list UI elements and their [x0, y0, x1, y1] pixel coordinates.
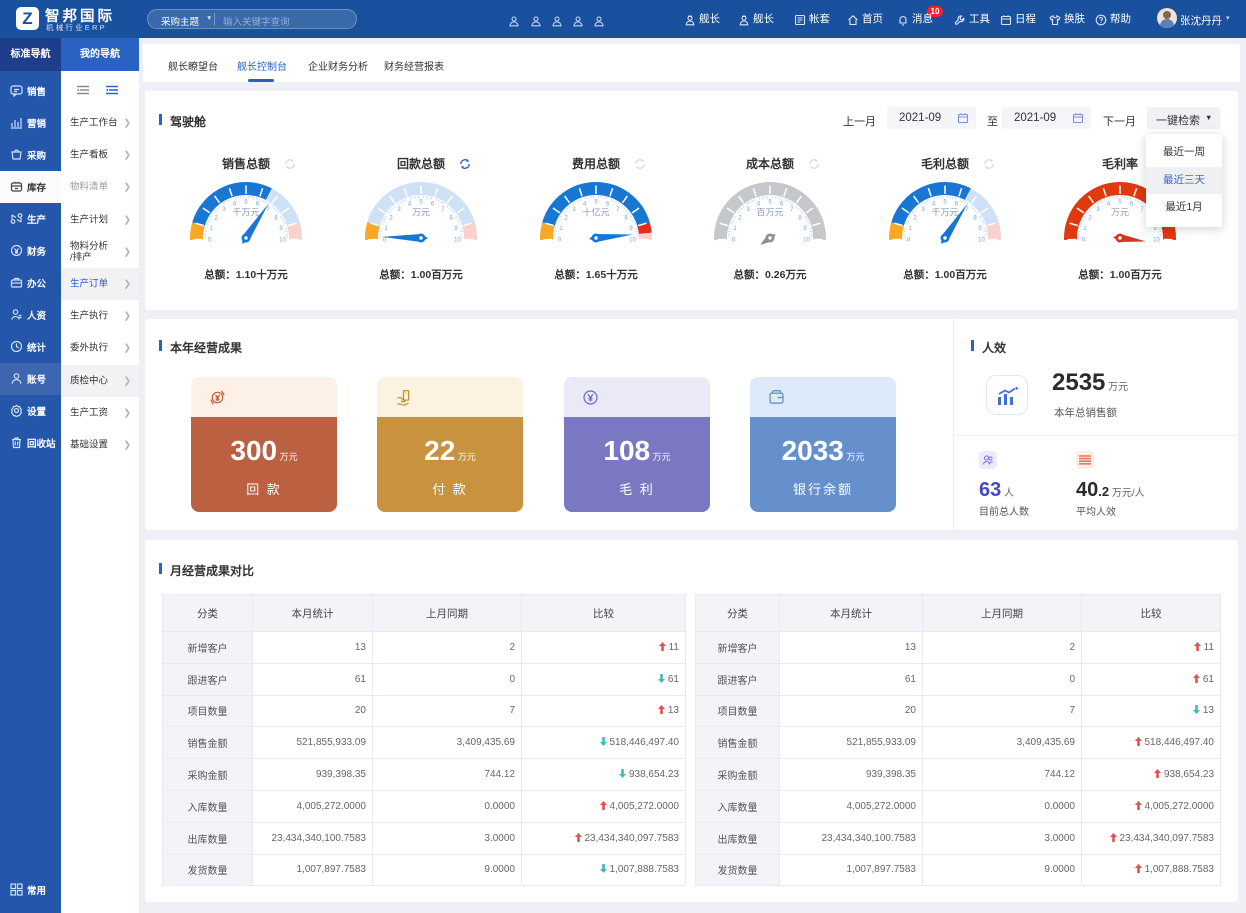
svg-text:5: 5	[1118, 200, 1122, 206]
svg-text:4: 4	[583, 202, 587, 208]
svg-text:3: 3	[746, 207, 750, 213]
svg-text:7: 7	[790, 207, 794, 213]
svg-text:6: 6	[256, 202, 260, 208]
svg-text:2: 2	[564, 215, 568, 221]
svg-text:5: 5	[594, 200, 598, 206]
svg-text:0: 0	[383, 237, 387, 243]
svg-text:10: 10	[978, 237, 985, 243]
svg-text:8: 8	[624, 215, 628, 221]
svg-text:5: 5	[943, 200, 947, 206]
svg-text:9: 9	[279, 226, 283, 232]
svg-text:百万元: 百万元	[756, 208, 783, 218]
svg-text:3: 3	[921, 207, 925, 213]
svg-text:6: 6	[955, 202, 959, 208]
svg-text:千万元: 千万元	[232, 208, 259, 218]
svg-text:9: 9	[629, 226, 633, 232]
svg-text:4: 4	[932, 202, 936, 208]
svg-text:十亿元: 十亿元	[582, 207, 609, 218]
svg-text:7: 7	[441, 207, 445, 213]
svg-text:0: 0	[208, 237, 212, 243]
svg-text:8: 8	[973, 215, 977, 221]
svg-text:10: 10	[629, 237, 636, 243]
svg-text:2: 2	[913, 215, 917, 221]
svg-text:1: 1	[384, 226, 388, 232]
svg-text:3: 3	[397, 207, 401, 213]
svg-text:3: 3	[572, 207, 576, 213]
svg-text:6: 6	[431, 202, 435, 208]
svg-text:3: 3	[222, 207, 226, 213]
svg-text:8: 8	[798, 215, 802, 221]
svg-text:5: 5	[768, 200, 772, 206]
svg-text:9: 9	[978, 226, 982, 232]
svg-text:5: 5	[244, 200, 248, 206]
svg-text:6: 6	[780, 202, 784, 208]
svg-text:1: 1	[1083, 226, 1087, 232]
svg-text:1: 1	[733, 226, 737, 232]
svg-text:7: 7	[266, 207, 270, 213]
svg-text:8: 8	[274, 215, 278, 221]
svg-text:10: 10	[1153, 237, 1160, 243]
svg-text:万元: 万元	[1111, 208, 1129, 218]
svg-text:0: 0	[558, 237, 562, 243]
svg-text:4: 4	[233, 202, 237, 208]
svg-text:4: 4	[408, 202, 412, 208]
svg-text:千万元: 千万元	[931, 208, 958, 218]
svg-text:10: 10	[454, 237, 461, 243]
svg-text:1: 1	[908, 226, 912, 232]
svg-text:7: 7	[1140, 207, 1144, 213]
svg-text:10: 10	[803, 237, 810, 243]
svg-text:万元: 万元	[412, 208, 430, 218]
svg-text:9: 9	[1153, 226, 1157, 232]
svg-text:10: 10	[279, 237, 286, 243]
svg-text:8: 8	[449, 215, 453, 221]
svg-text:5: 5	[419, 200, 423, 206]
svg-text:7: 7	[616, 207, 620, 213]
svg-text:2: 2	[1088, 215, 1092, 221]
svg-text:9: 9	[803, 226, 807, 232]
svg-text:1: 1	[559, 226, 563, 232]
svg-text:6: 6	[1130, 202, 1134, 208]
svg-text:7: 7	[965, 207, 969, 213]
svg-text:0: 0	[907, 237, 911, 243]
svg-text:3: 3	[1096, 207, 1100, 213]
svg-text:6: 6	[606, 202, 610, 208]
svg-text:2: 2	[389, 215, 393, 221]
svg-text:1: 1	[209, 226, 213, 232]
svg-text:4: 4	[1107, 202, 1111, 208]
svg-text:0: 0	[732, 237, 736, 243]
svg-text:2: 2	[214, 215, 218, 221]
svg-text:9: 9	[454, 226, 458, 232]
svg-text:0: 0	[1082, 237, 1086, 243]
svg-text:2: 2	[738, 215, 742, 221]
svg-text:4: 4	[757, 202, 761, 208]
